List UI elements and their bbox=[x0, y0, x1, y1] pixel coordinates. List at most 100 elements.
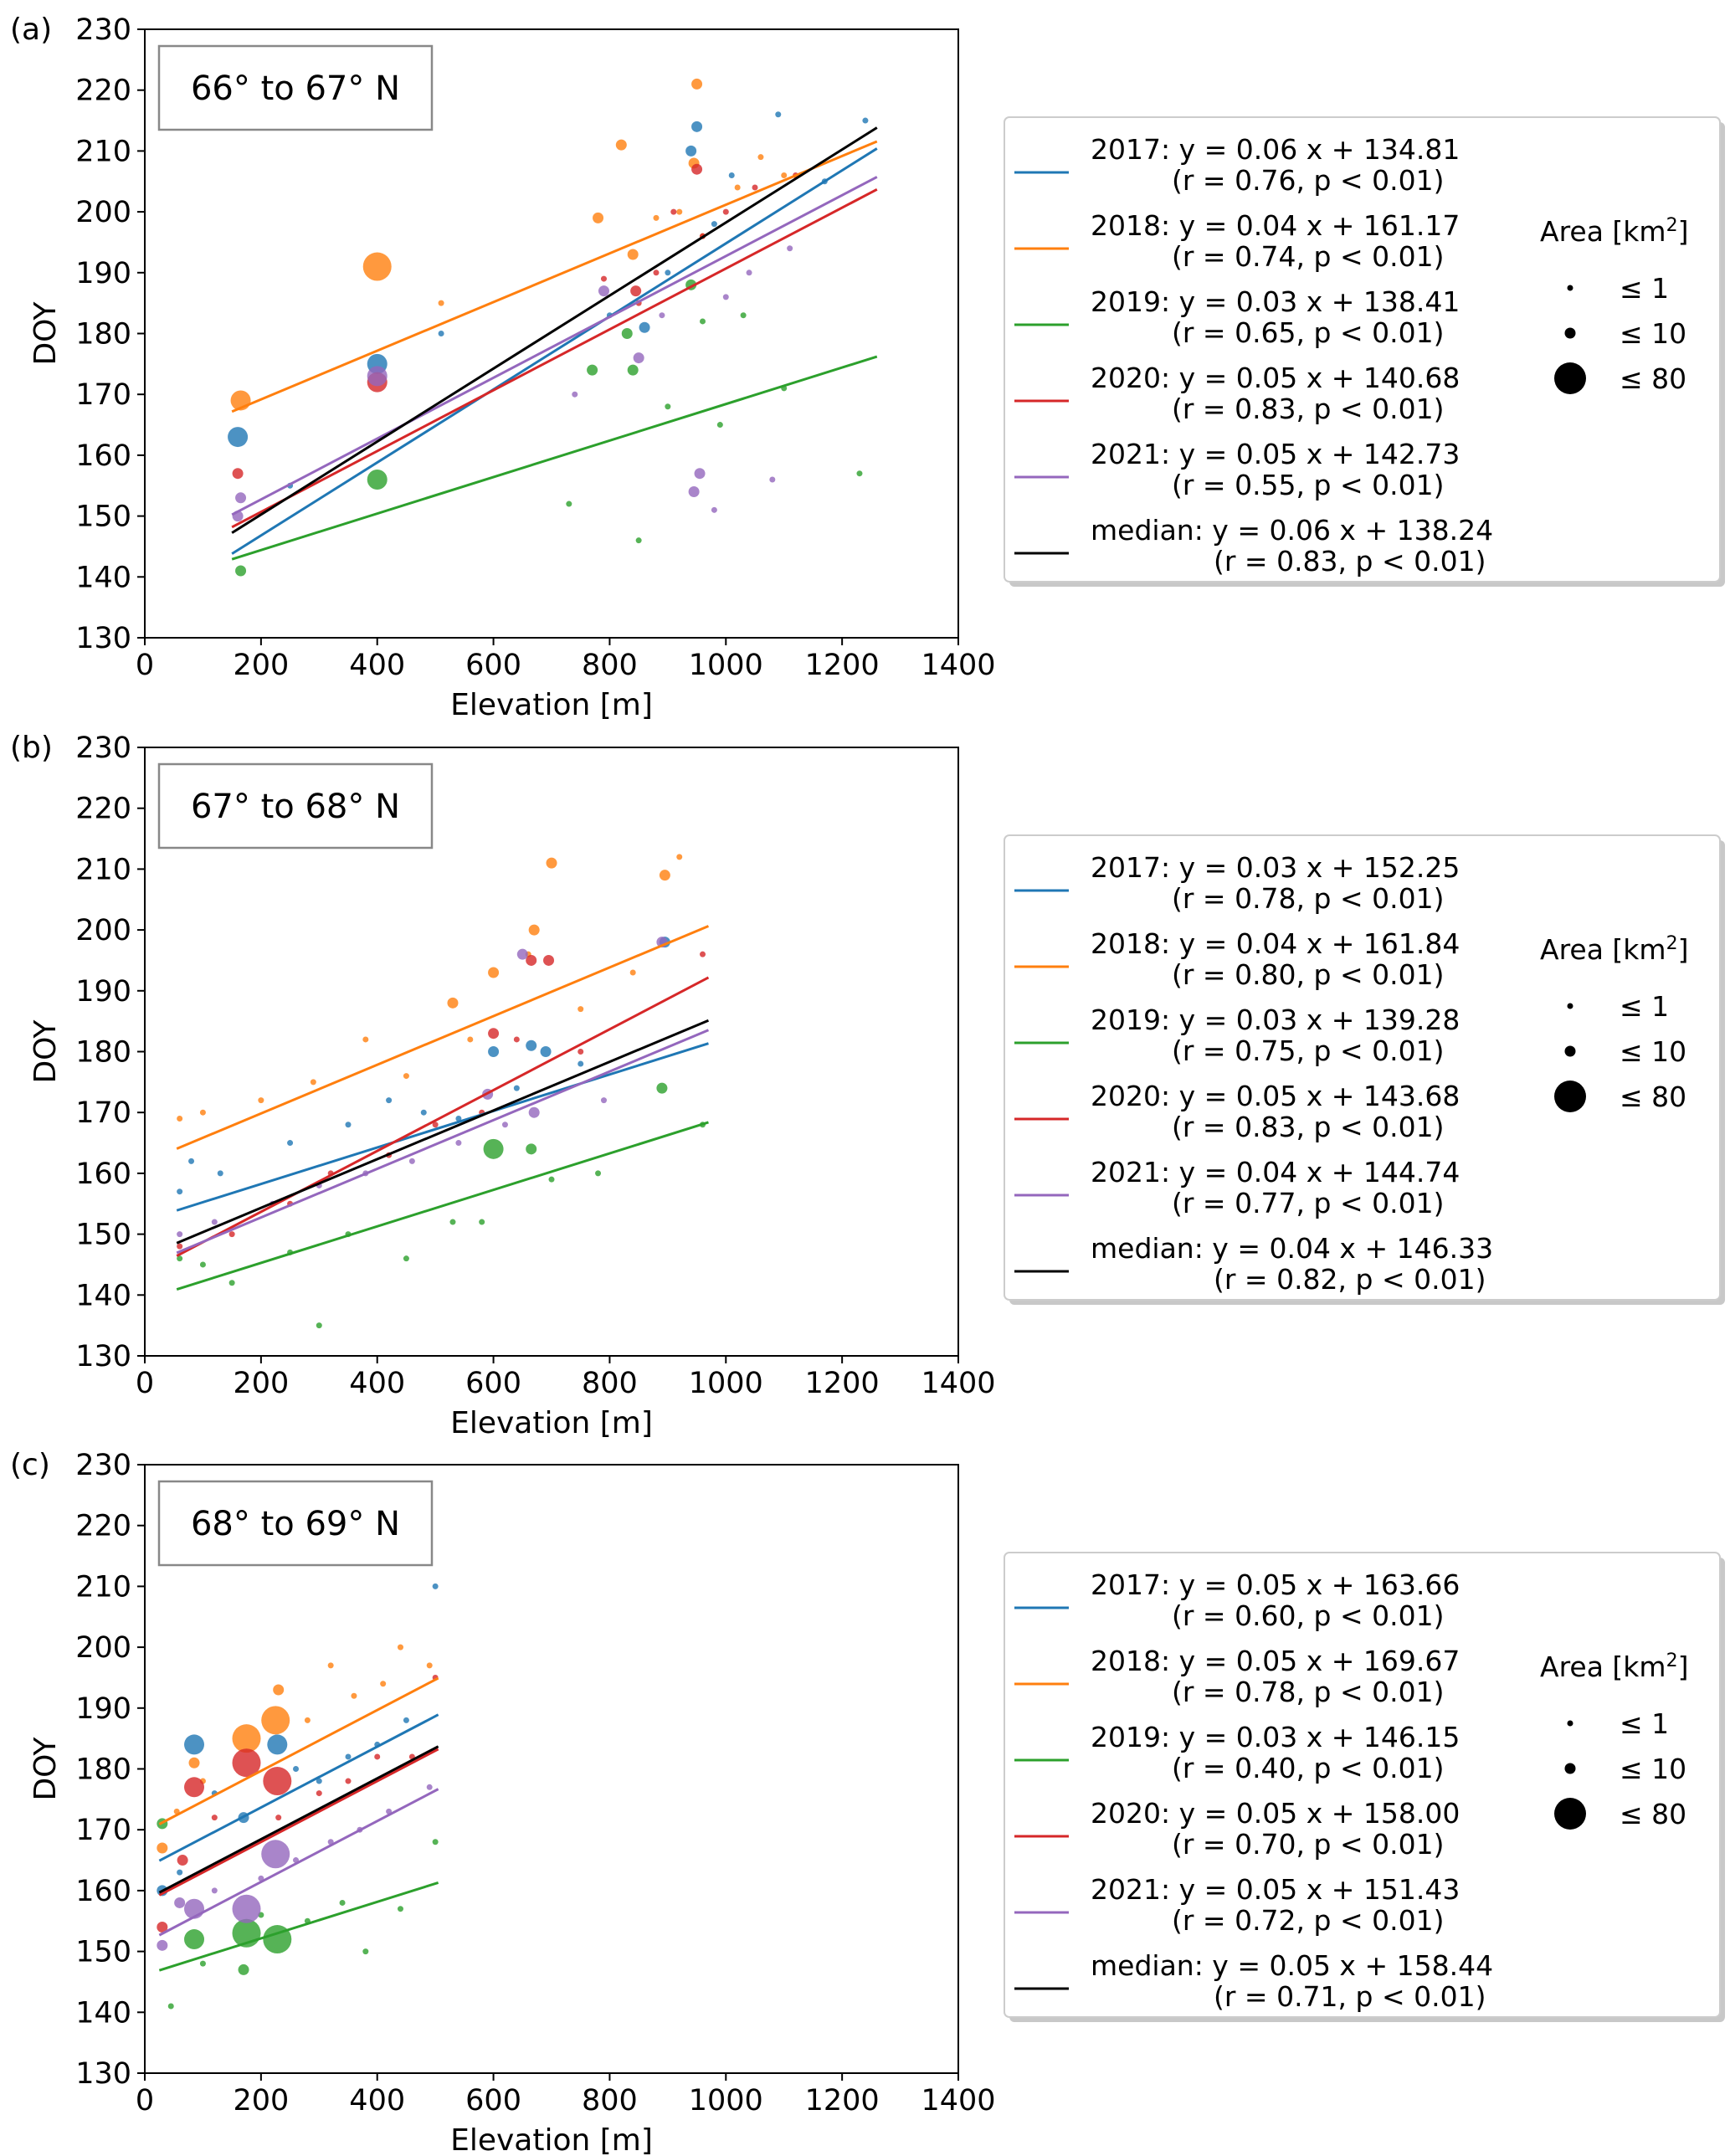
legend-equation: 2017: y = 0.05 x + 163.66 bbox=[1091, 1568, 1460, 1601]
data-point-2018 bbox=[629, 969, 636, 976]
data-point-2018 bbox=[627, 249, 639, 260]
data-point-2020 bbox=[374, 1753, 381, 1760]
data-point-2017 bbox=[345, 1753, 352, 1760]
data-point-2020 bbox=[232, 1748, 261, 1778]
x-tick-label: 600 bbox=[465, 2084, 521, 2118]
region-title: 67° to 68° N bbox=[191, 788, 400, 826]
legend-stats: (r = 0.83, p < 0.01) bbox=[1214, 545, 1486, 578]
y-tick-label: 160 bbox=[75, 439, 131, 473]
legend-equation: 2018: y = 0.04 x + 161.17 bbox=[1091, 209, 1460, 242]
area-legend-marker bbox=[1564, 1763, 1576, 1774]
data-point-2021 bbox=[787, 245, 793, 252]
y-tick-label: 140 bbox=[75, 561, 131, 594]
legend-equation: 2020: y = 0.05 x + 143.68 bbox=[1091, 1080, 1460, 1112]
region-title: 66° to 67° N bbox=[191, 69, 400, 108]
data-point-2017 bbox=[267, 1734, 288, 1755]
x-tick-label: 1400 bbox=[921, 1367, 995, 1400]
y-tick-label: 220 bbox=[75, 793, 131, 826]
data-point-2017 bbox=[345, 1122, 352, 1128]
data-point-2020 bbox=[177, 1855, 188, 1866]
data-point-2018 bbox=[232, 1724, 261, 1753]
regression-line-2020 bbox=[158, 1748, 439, 1897]
panel-a: (a) 0 200 400 600 800 1000 1200 1400 130 140 150 160… bbox=[10, 13, 1725, 722]
data-point-2019 bbox=[235, 565, 247, 577]
y-tick-label: 200 bbox=[75, 1631, 131, 1665]
data-point-2019 bbox=[479, 1219, 485, 1225]
data-point-2021 bbox=[600, 1097, 607, 1104]
area-legend-title: Area [km2] bbox=[1540, 215, 1688, 249]
data-point-2021 bbox=[157, 1939, 168, 1951]
regression-line-2017 bbox=[176, 1042, 709, 1212]
data-point-2021 bbox=[232, 1894, 261, 1923]
data-point-2017 bbox=[293, 1766, 300, 1772]
data-point-2021 bbox=[598, 285, 609, 297]
data-point-2021 bbox=[769, 476, 776, 483]
y-tick-label: 140 bbox=[75, 1996, 131, 2030]
regression-line-2017 bbox=[231, 147, 878, 555]
legend-equation: 2021: y = 0.05 x + 142.73 bbox=[1091, 438, 1460, 470]
x-tick-label: 800 bbox=[582, 2084, 638, 2118]
legend-equation: 2021: y = 0.05 x + 151.43 bbox=[1091, 1873, 1460, 1906]
regression-line-2019 bbox=[231, 355, 878, 561]
data-point-2021 bbox=[694, 468, 706, 480]
regression-line-median bbox=[231, 126, 878, 534]
data-point-2018 bbox=[757, 154, 764, 161]
data-point-2018 bbox=[593, 212, 604, 223]
data-point-2019 bbox=[228, 1280, 235, 1286]
data-point-2018 bbox=[488, 967, 500, 978]
data-point-2019 bbox=[362, 1948, 369, 1955]
legend-stats: (r = 0.78, p < 0.01) bbox=[1172, 1676, 1444, 1708]
legend-stats: (r = 0.65, p < 0.01) bbox=[1172, 316, 1444, 349]
region-title-box bbox=[157, 762, 434, 850]
data-point-2019 bbox=[856, 470, 863, 477]
data-point-2021 bbox=[455, 1140, 462, 1147]
data-point-2017 bbox=[488, 1046, 500, 1057]
panel-label: (b) bbox=[10, 731, 53, 765]
data-point-2019 bbox=[199, 1261, 206, 1268]
data-point-2019 bbox=[167, 2003, 174, 2010]
data-point-2021 bbox=[633, 352, 644, 364]
x-tick-label: 1200 bbox=[805, 1367, 880, 1400]
data-point-2020 bbox=[263, 1767, 292, 1796]
x-tick-label: 1000 bbox=[689, 2084, 763, 2118]
data-point-2021 bbox=[235, 492, 247, 504]
data-point-2018 bbox=[380, 1681, 387, 1687]
data-point-2020 bbox=[722, 208, 729, 215]
data-point-2017 bbox=[316, 1778, 322, 1784]
data-point-2018 bbox=[397, 1644, 403, 1650]
data-point-2017 bbox=[217, 1170, 223, 1177]
x-tick-label: 200 bbox=[233, 2084, 289, 2118]
x-axis-label: Elevation [m] bbox=[450, 2123, 653, 2156]
data-point-2019 bbox=[449, 1219, 456, 1225]
y-tick-label: 140 bbox=[75, 1279, 131, 1312]
area-legend-title: Area [km2] bbox=[1540, 1650, 1688, 1684]
x-tick-label: 200 bbox=[233, 649, 289, 682]
y-tick-label: 210 bbox=[75, 1570, 131, 1604]
data-point-2017 bbox=[578, 1060, 584, 1067]
y-tick-label: 210 bbox=[75, 853, 131, 886]
data-point-2019 bbox=[621, 328, 633, 339]
y-tick-label: 210 bbox=[75, 135, 131, 168]
data-point-2019 bbox=[665, 403, 671, 410]
x-tick-label: 400 bbox=[349, 649, 405, 682]
data-point-2021 bbox=[746, 270, 752, 276]
regression-line-median bbox=[158, 1745, 439, 1894]
data-point-2019 bbox=[595, 1170, 602, 1177]
y-tick-label: 190 bbox=[75, 1692, 131, 1726]
data-point-2021 bbox=[688, 486, 700, 498]
data-point-2019 bbox=[656, 1082, 668, 1094]
legend-box bbox=[1004, 834, 1721, 1301]
legend-stats: (r = 0.80, p < 0.01) bbox=[1172, 958, 1444, 991]
data-point-2017 bbox=[513, 1085, 520, 1091]
y-tick-label: 170 bbox=[75, 1096, 131, 1130]
area-legend-label: ≤ 1 bbox=[1620, 1707, 1669, 1740]
y-tick-label: 180 bbox=[75, 1753, 131, 1787]
plot-area bbox=[228, 78, 878, 577]
legend-stats: (r = 0.70, p < 0.01) bbox=[1172, 1828, 1444, 1861]
region-title-box bbox=[157, 44, 434, 131]
regression-line-2020 bbox=[176, 976, 710, 1257]
x-tick-label: 1000 bbox=[689, 649, 763, 682]
legend-stats: (r = 0.83, p < 0.01) bbox=[1172, 393, 1444, 425]
data-point-2021 bbox=[426, 1784, 433, 1790]
